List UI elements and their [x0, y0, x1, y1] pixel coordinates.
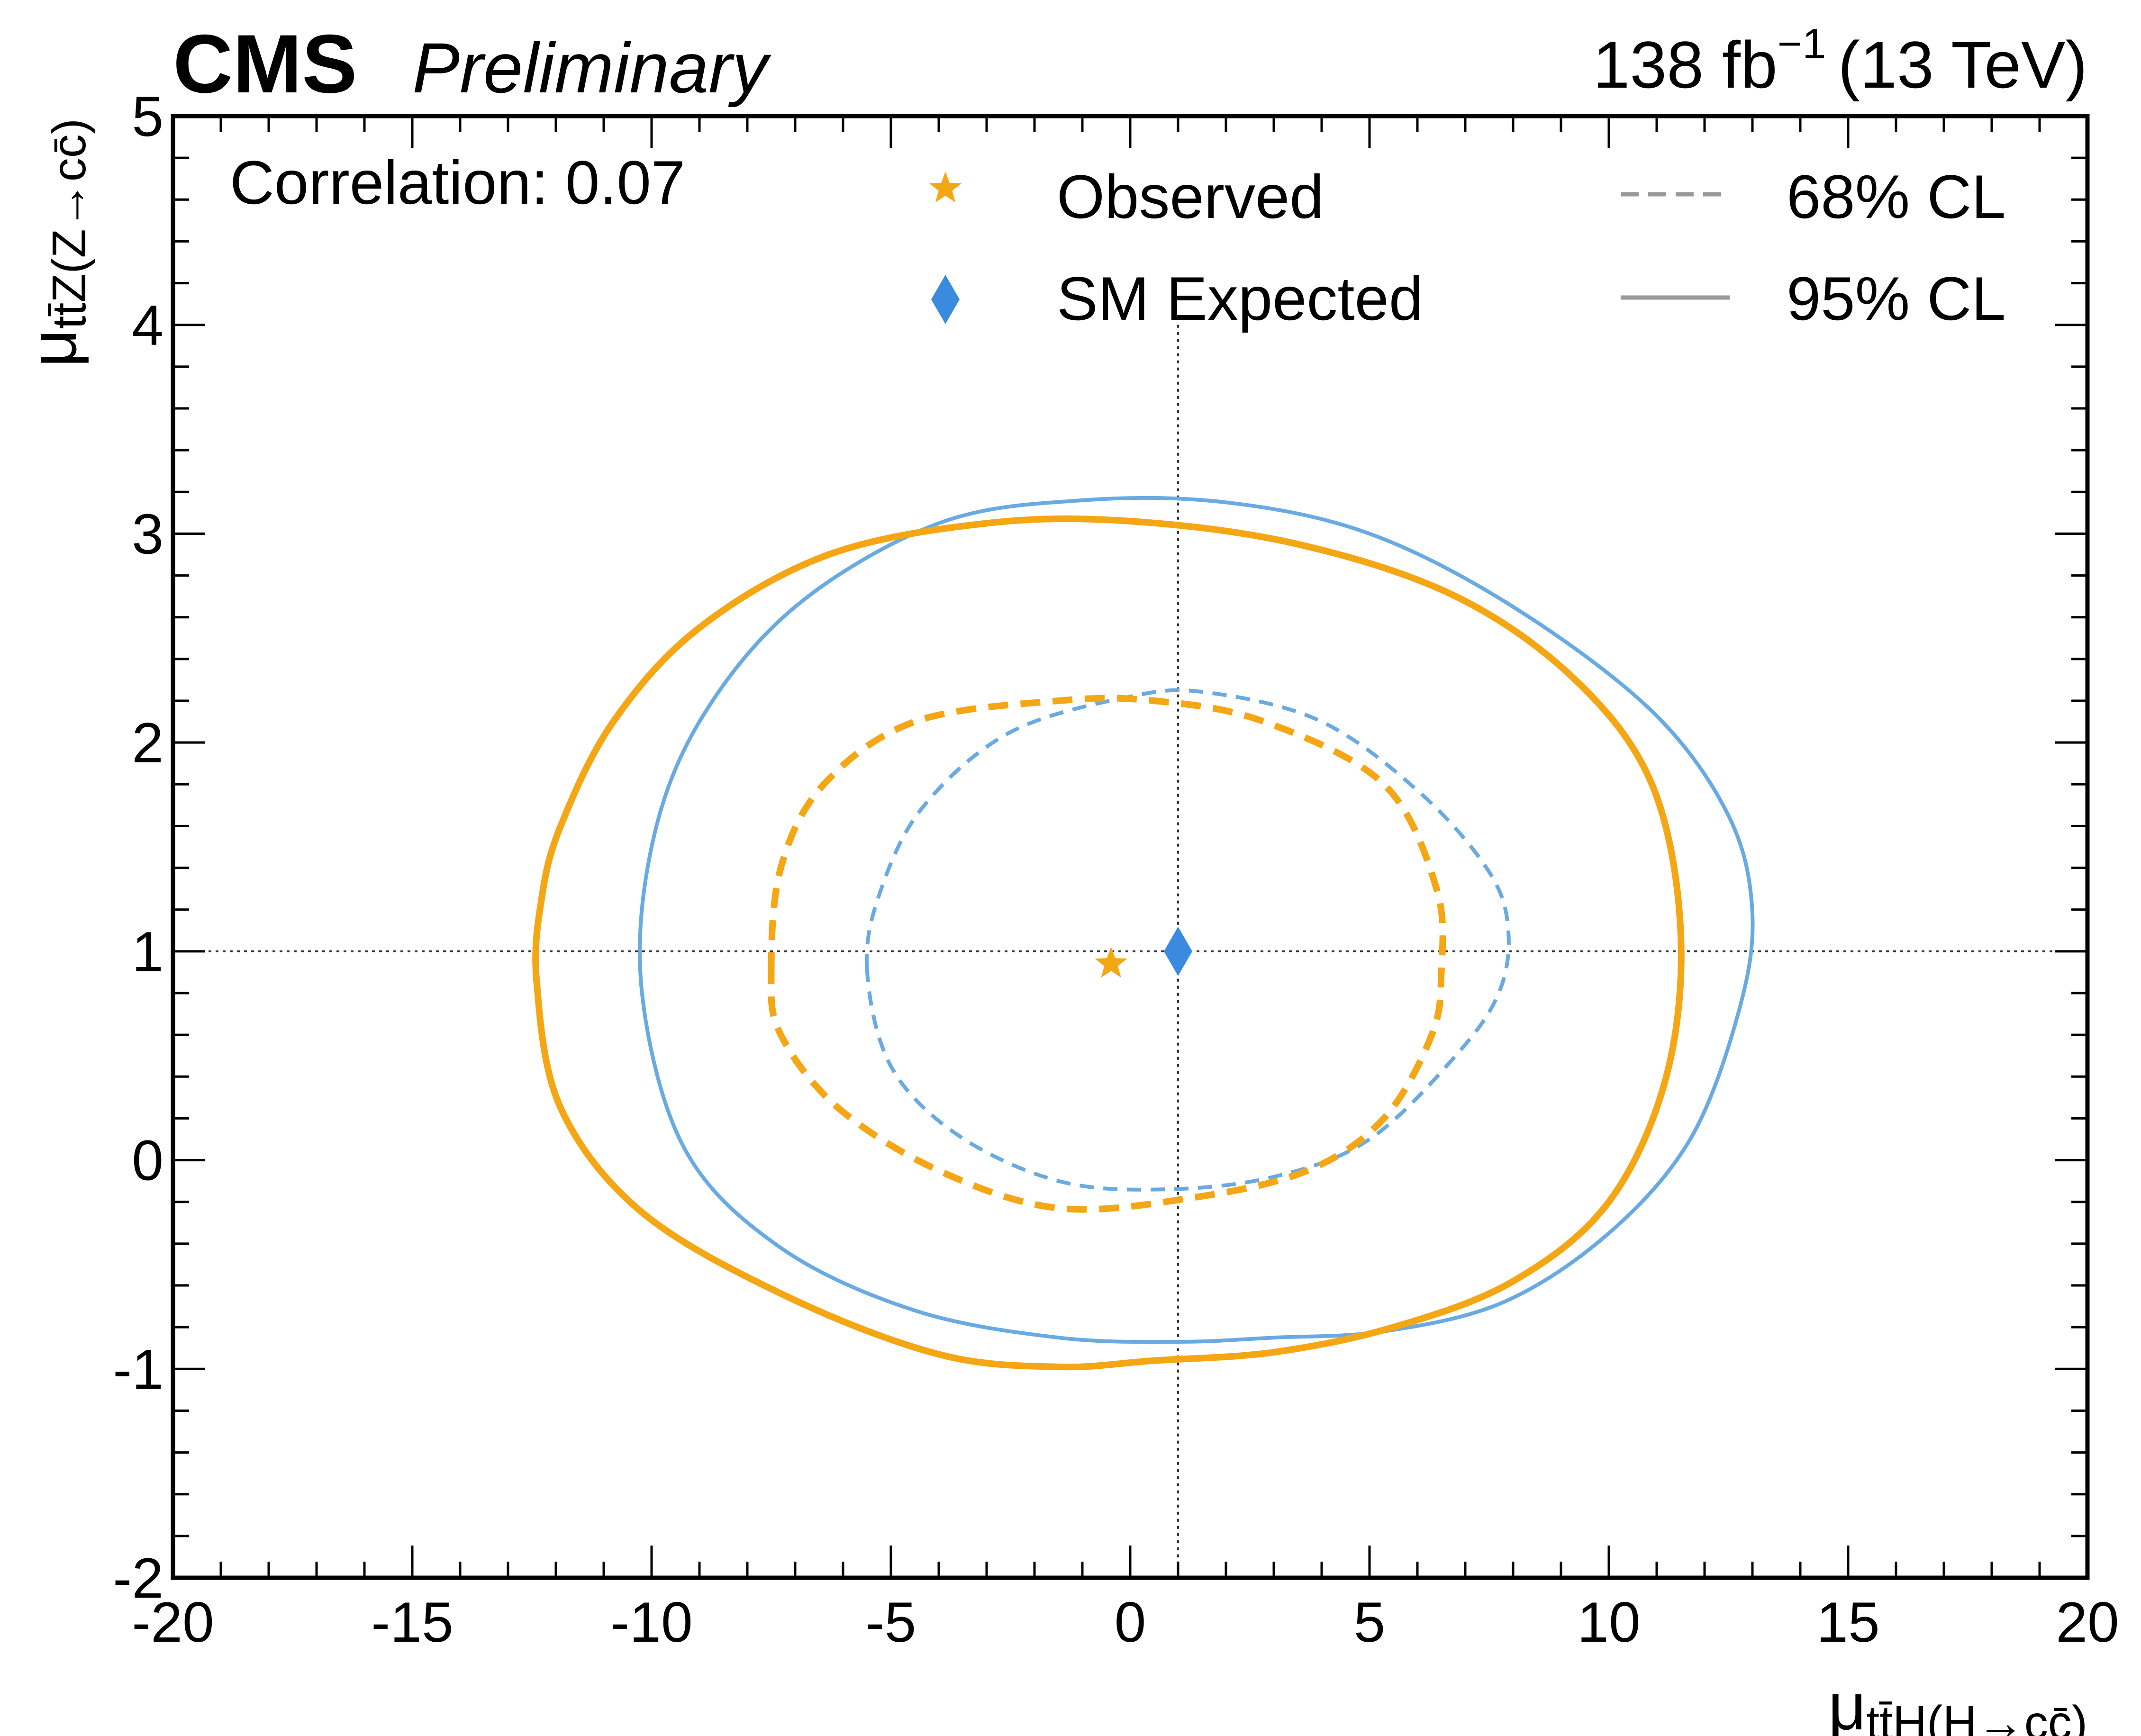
axis-ticks — [172, 115, 2089, 1579]
correlation-text: Correlation: 0.07 — [230, 148, 685, 217]
expected-95cl-contour — [638, 496, 1755, 1344]
x-tick-label: 5 — [1354, 1591, 1386, 1654]
x-tick-label: 20 — [2056, 1591, 2119, 1654]
x-tick-label: -15 — [371, 1591, 453, 1654]
y-tick-label: -1 — [113, 1338, 163, 1401]
lumi-value: 138 fb — [1593, 27, 1778, 102]
legend: Observed SM Expected 68% CL 95% CL — [929, 162, 2006, 333]
reference-lines — [173, 325, 2087, 1578]
x-tick-label: -20 — [132, 1591, 214, 1654]
y-tick-label: -2 — [113, 1546, 163, 1610]
contours — [532, 496, 1755, 1371]
y-tick-label: 5 — [132, 85, 163, 148]
y-tick-label: 4 — [132, 294, 163, 357]
x-tick-label: -10 — [610, 1591, 692, 1654]
x-tick-label: 15 — [1816, 1591, 1879, 1654]
y-axis-subscript: tt̄Z(Z→cc̄) — [43, 118, 96, 329]
legend-observed-star-icon — [929, 172, 962, 203]
x-tick-label: -5 — [866, 1591, 916, 1654]
x-tick-label: 0 — [1115, 1591, 1146, 1654]
plot-frame — [171, 114, 2090, 1580]
y-tick-label: 3 — [132, 502, 163, 566]
x-axis-mu: μ — [1828, 1669, 1867, 1736]
observed-95cl-contour — [532, 515, 1685, 1371]
x-tick-label: 10 — [1577, 1591, 1640, 1654]
legend-95cl-label: 95% CL — [1787, 264, 2006, 333]
lumi-label: 138 fb−1 (13 TeV) — [1593, 20, 2087, 102]
sm-expected-point — [1164, 926, 1192, 976]
preliminary-label: Preliminary — [412, 28, 771, 108]
y-tick-label: 0 — [132, 1129, 163, 1193]
plot-border — [171, 114, 2090, 1580]
observed-point — [1095, 947, 1127, 978]
cms-label: CMS — [173, 18, 357, 110]
y-tick-label: 1 — [132, 920, 163, 984]
observed-68cl-contour — [768, 695, 1446, 1213]
y-axis-label: μtt̄Z(Z→cc̄) — [16, 118, 96, 367]
expected-68cl-contour — [865, 688, 1511, 1192]
legend-68cl-label: 68% CL — [1787, 162, 2006, 231]
legend-expected-label: SM Expected — [1057, 264, 1423, 333]
x-axis-subscript: tt̄H(H→cc̄) — [1866, 1696, 2087, 1736]
lumi-exponent: −1 — [1778, 20, 1826, 68]
lumi-energy: (13 TeV) — [1838, 27, 2087, 102]
y-tick-label: 2 — [132, 711, 163, 775]
x-axis-label: μtt̄H(H→cc̄) — [1828, 1669, 2087, 1736]
legend-expected-diamond-icon — [931, 275, 960, 324]
points — [1095, 926, 1192, 978]
legend-observed-label: Observed — [1057, 162, 1324, 231]
y-axis-mu: μ — [16, 329, 90, 367]
